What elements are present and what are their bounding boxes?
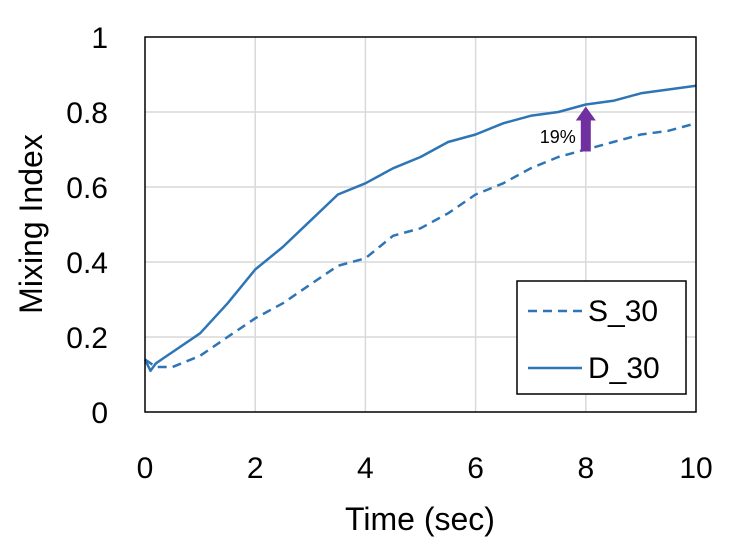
x-tick-label: 0	[137, 452, 154, 485]
x-axis-title: Time (sec)	[345, 501, 495, 537]
annotation-arrow	[575, 106, 596, 152]
y-tick-label: 0.8	[66, 97, 108, 130]
y-tick-label: 1	[91, 22, 108, 55]
x-tick-label: 2	[247, 452, 264, 485]
series-group	[143, 84, 697, 373]
legend-box	[516, 280, 687, 395]
x-tick-label: 10	[679, 452, 712, 485]
y-tick-label: 0.6	[66, 172, 108, 205]
series-line-d30	[143, 84, 697, 373]
y-tick-label: 0.4	[66, 247, 108, 280]
plot-area-border	[144, 36, 697, 413]
annotation-group: 19%	[540, 106, 596, 152]
series-line-s30	[144, 122, 697, 369]
legend-label-s30: S_30	[588, 295, 658, 328]
legend-label-d30: D_30	[588, 352, 660, 385]
y-tick-label: 0.2	[66, 322, 108, 355]
x-tick-label: 6	[467, 452, 484, 485]
annotation-label: 19%	[540, 127, 576, 147]
y-tick-label: 0	[91, 397, 108, 430]
grid-lines	[145, 37, 696, 412]
tick-labels: 0 2 4 6 8 10 0 0.2 0.4 0.6 0.8 1	[66, 22, 712, 485]
x-tick-label: 8	[577, 452, 594, 485]
legend: S_30 D_30	[516, 280, 687, 395]
y-axis-title: Mixing Index	[13, 134, 49, 314]
x-tick-label: 4	[357, 452, 374, 485]
